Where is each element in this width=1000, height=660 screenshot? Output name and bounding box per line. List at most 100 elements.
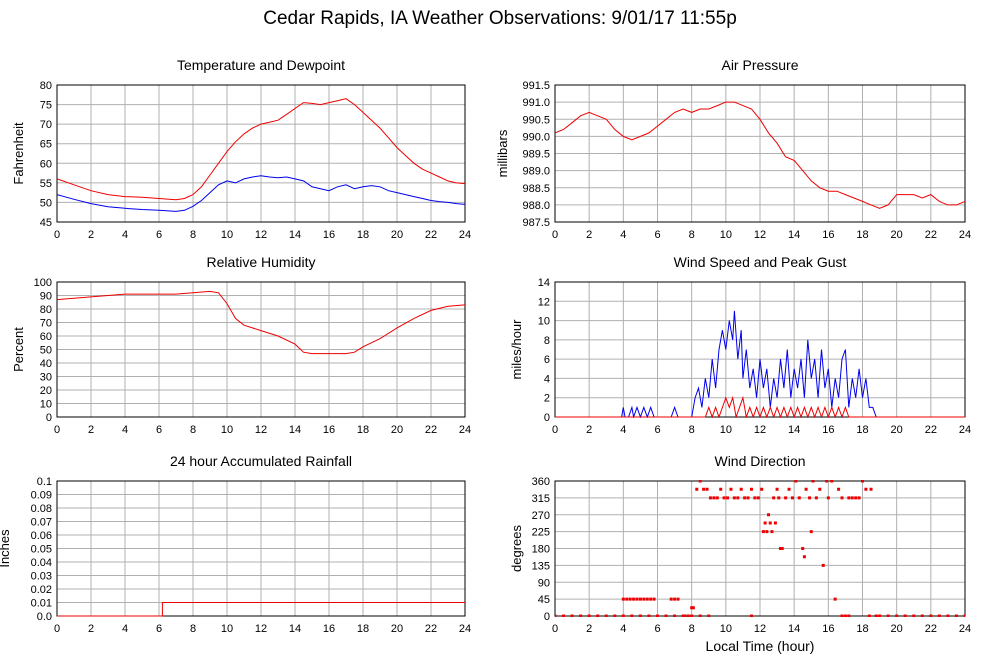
x-tick-label: 18	[856, 623, 868, 635]
y-tick-label: 90	[40, 291, 52, 303]
data-point	[790, 496, 794, 500]
x-tick-label: 0	[54, 424, 60, 436]
x-tick-label: 4	[122, 424, 128, 436]
data-point	[814, 496, 818, 500]
y-tick-label: 0	[46, 412, 52, 424]
x-tick-label: 2	[586, 424, 592, 436]
data-point	[647, 614, 651, 617]
series-group	[555, 101, 965, 209]
data-point	[784, 496, 788, 500]
chart-title: Air Pressure	[721, 57, 798, 73]
y-tick-label: 30	[40, 372, 52, 384]
y-tick-label: 10	[538, 316, 550, 328]
data-point	[743, 496, 747, 500]
data-point	[712, 496, 716, 500]
data-point	[739, 487, 743, 491]
data-point	[673, 597, 677, 601]
x-tick-label: 0	[552, 229, 558, 241]
data-point	[821, 563, 825, 567]
chart-title: Relative Humidity	[207, 254, 316, 270]
data-point	[690, 614, 694, 617]
series-group	[555, 310, 965, 418]
x-tick-label: 4	[122, 229, 128, 241]
series-line	[57, 175, 465, 212]
x-tick-label: 24	[959, 229, 971, 241]
x-tick-label: 20	[891, 229, 903, 241]
y-tick-label: 12	[538, 296, 550, 308]
x-tick-label: 20	[391, 424, 403, 436]
data-point	[929, 614, 933, 617]
x-tick-label: 12	[255, 623, 267, 635]
y-tick-label: 65	[40, 139, 52, 151]
plot-frame	[56, 281, 466, 418]
y-tick-label: 0	[544, 611, 550, 623]
x-tick-label: 20	[891, 424, 903, 436]
x-tick-label: 8	[689, 623, 695, 635]
y-tick-label: 180	[532, 544, 550, 556]
x-tick-label: 22	[425, 623, 437, 635]
x-tick-label: 20	[891, 623, 903, 635]
data-point	[613, 614, 617, 617]
x-tick-label: 10	[221, 623, 233, 635]
data-point	[698, 480, 702, 483]
y-tick-label: 990.0	[522, 131, 550, 143]
y-tick-label: 6	[544, 354, 550, 366]
data-point	[937, 614, 941, 617]
data-point	[702, 487, 706, 491]
data-point	[645, 597, 649, 601]
x-tick-label: 4	[620, 424, 626, 436]
x-tick-label: 18	[856, 229, 868, 241]
y-tick-label: 990.5	[522, 114, 550, 126]
series-line	[555, 101, 965, 209]
data-point	[770, 530, 774, 534]
data-point	[833, 597, 837, 601]
x-tick-label: 4	[620, 229, 626, 241]
data-point	[656, 614, 659, 617]
data-point	[635, 597, 639, 601]
x-tick-label: 16	[323, 229, 335, 241]
y-tick-label: 988.0	[522, 200, 550, 212]
x-tick-label: 0	[552, 424, 558, 436]
series-line	[555, 395, 965, 418]
data-point	[664, 614, 668, 617]
y-tick-label: 40	[40, 358, 52, 370]
data-point	[715, 496, 719, 500]
data-point	[963, 614, 965, 617]
y-tick-label: 45	[40, 217, 52, 229]
y-tick-label: 2	[544, 393, 550, 405]
y-tick-label: 55	[40, 178, 52, 190]
y-tick-label: 987.5	[522, 217, 550, 229]
y-tick-label: 0.02	[31, 584, 52, 596]
data-point	[683, 614, 687, 617]
data-point	[920, 614, 924, 617]
x-tick-label: 22	[925, 424, 937, 436]
data-point	[787, 487, 791, 491]
data-point	[726, 496, 730, 500]
x-tick-label: 18	[357, 424, 369, 436]
y-tick-label: 80	[40, 304, 52, 316]
y-tick-label: 50	[40, 345, 52, 357]
data-point	[840, 496, 844, 500]
plot-frame	[554, 84, 966, 223]
y-tick-label: 988.5	[522, 183, 550, 195]
data-point	[732, 496, 736, 500]
data-point	[753, 496, 757, 500]
y-axis-label: Inches	[0, 529, 12, 568]
series-group	[555, 480, 965, 617]
y-tick-label: 0.0	[37, 611, 52, 623]
data-point	[760, 487, 764, 491]
y-tick-label: 45	[538, 594, 550, 606]
plot-frame	[554, 480, 966, 617]
x-tick-label: 12	[754, 229, 766, 241]
data-point	[596, 614, 600, 617]
x-tick-label: 4	[620, 623, 626, 635]
data-point	[895, 614, 899, 617]
x-tick-label: 6	[654, 623, 660, 635]
y-tick-label: 4	[544, 373, 550, 385]
data-point	[886, 614, 890, 617]
